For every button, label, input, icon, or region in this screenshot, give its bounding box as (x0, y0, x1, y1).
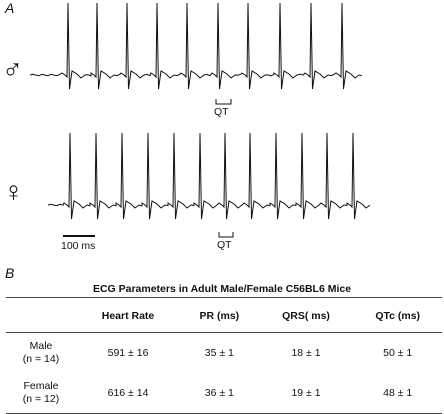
ecg-trace-male (29, 2, 363, 90)
ecg-waveform-female (47, 132, 371, 220)
qt-label-female: QT (217, 239, 232, 251)
header-qrs: QRS( ms) (282, 310, 330, 322)
table-header-row: Heart Rate PR (ms) QRS( ms) QTc (ms) (6, 297, 442, 333)
ecg-traces-figure (29, 2, 371, 238)
cell-heart-rate: 616 ± 14 (107, 387, 149, 399)
table-row: Female (n = 12) 616 ± 14 36 ± 1 19 ± 1 4… (6, 373, 442, 414)
cell-pr: 35 ± 1 (204, 347, 234, 359)
header-pr: PR (ms) (199, 310, 240, 322)
header-qtc: QTc (ms) (375, 310, 421, 322)
male-symbol-icon: ♂ (2, 54, 23, 85)
qt-label-male: QT (214, 106, 229, 118)
row-label-group: Male (29, 340, 53, 352)
row-label-group: Female (23, 380, 59, 392)
header-empty (6, 298, 76, 333)
cell-qrs: 19 ± 1 (291, 387, 321, 399)
qt-bracket-female (218, 232, 234, 238)
table-row: Male (n = 14) 591 ± 16 35 ± 1 18 ± 1 50 … (6, 333, 442, 374)
table-title: ECG Parameters in Adult Male/Female C56B… (92, 283, 352, 295)
ecg-trace-female (47, 132, 371, 220)
panel-b-letter: B (5, 265, 15, 281)
row-label: Female (n = 12) (6, 373, 76, 414)
qt-bracket-male (215, 99, 232, 105)
row-label: Male (n = 14) (6, 333, 76, 374)
cell-qtc: 50 ± 1 (383, 347, 413, 359)
row-label-n: (n = 12) (22, 393, 60, 405)
row-label-n: (n = 14) (22, 353, 60, 365)
cell-qtc: 48 ± 1 (383, 387, 413, 399)
header-heart-rate: Heart Rate (101, 310, 155, 322)
ecg-parameters-table: Heart Rate PR (ms) QRS( ms) QTc (ms) Mal… (6, 297, 442, 414)
cell-heart-rate: 591 ± 16 (107, 347, 149, 359)
panel-a-letter: A (5, 0, 15, 16)
cell-qrs: 18 ± 1 (291, 347, 321, 359)
cell-pr: 36 ± 1 (204, 387, 234, 399)
scale-bar-label: 100 ms (61, 240, 96, 252)
female-symbol-icon: ♀ (3, 176, 24, 207)
ecg-waveform-male (29, 2, 363, 90)
